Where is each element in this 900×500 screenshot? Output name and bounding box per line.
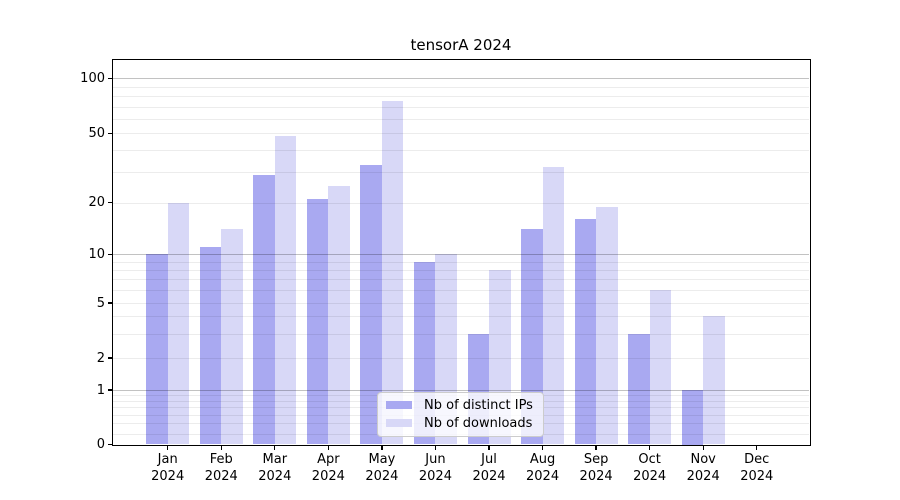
bar-aug-downloads [542,167,565,445]
x-tick-label-line: Jan [157,452,178,467]
y-tick-label: 5 [96,295,105,311]
y-tick-mark [107,132,112,134]
y-tick-label: 10 [88,246,105,262]
y-tick-mark [107,357,112,359]
x-tick-label: Apr 2024 [300,452,356,485]
x-tick-label-line: Apr [317,452,340,467]
x-tick-mark [434,445,437,450]
bar-apr-distinct-ips [306,199,329,445]
x-tick-label-line: 2024 [526,468,560,484]
bar-feb-downloads [221,229,243,445]
x-tick-label-line: 2024 [579,468,613,484]
x-tick-label: Aug 2024 [515,452,571,485]
y-tick-label: 20 [88,195,105,211]
y-tick-mark [107,302,112,304]
plot-area-frame [111,59,811,446]
x-tick-label-line: Oct [638,452,661,467]
x-tick-label-line: 2024 [740,468,774,484]
x-tick-label-line: Nov [690,452,716,467]
x-tick-mark [649,445,651,450]
x-tick-mark [702,445,704,450]
x-tick-label: Jul 2024 [461,452,517,485]
x-tick-label: Mar 2024 [247,452,303,485]
x-tick-mark [541,445,544,450]
bar-sep-distinct-ips [574,219,597,445]
x-tick-label-line: 2024 [633,468,667,484]
x-tick-label-line: Feb [209,452,233,467]
x-tick-label: Jun 2024 [407,452,463,485]
x-tick-label-line: 2024 [418,468,452,484]
y-tick-mark [107,443,112,446]
y-tick-mark [107,202,112,204]
x-tick-label: Nov 2024 [675,452,731,485]
x-tick-mark [381,445,383,450]
y-tick-label: 100 [80,70,105,86]
bar-feb-distinct-ips [199,247,222,445]
x-tick-label: Sep 2024 [568,452,624,485]
x-tick-label: May 2024 [354,452,410,485]
x-tick-mark [220,445,222,450]
legend-swatch-distinct-ips [386,400,412,410]
x-tick-label-line: May [368,452,396,467]
x-tick-label-line: 2024 [151,468,185,484]
x-tick-mark [327,445,329,450]
x-tick-label-line: Aug [529,452,556,467]
bar-mar-downloads [274,136,297,445]
x-tick-mark [756,445,758,450]
x-tick-label-line: Sep [583,452,609,467]
y-tick-mark [107,77,112,79]
x-tick-label-line: 2024 [204,468,238,484]
legend-item-downloads: Nb of downloads [386,416,534,431]
chart-title: tensorA 2024 [410,36,512,54]
x-tick-mark [274,445,276,450]
x-tick-label-line: Jul [481,452,497,467]
x-tick-label-line: 2024 [365,468,399,484]
y-tick-mark [107,389,112,391]
x-tick-label: Dec 2024 [729,452,785,485]
x-tick-label: Feb 2024 [193,452,249,485]
legend-label-downloads: Nb of downloads [424,415,533,431]
legend: Nb of distinct IPs Nb of downloads [377,391,544,437]
bar-may-downloads [381,101,404,445]
x-tick-label: Jan 2024 [140,452,196,485]
x-tick-label-line: Jun [425,452,446,467]
legend-item-distinct-ips: Nb of distinct IPs [386,398,534,413]
x-tick-label-line: 2024 [258,468,292,484]
bar-jan-downloads [167,202,190,445]
bar-aug-distinct-ips [521,229,543,445]
x-tick-label-line: 2024 [472,468,506,484]
x-tick-label-line: Mar [262,452,288,467]
bar-sep-downloads [596,206,618,445]
x-tick-label-line: 2024 [311,468,345,484]
x-tick-mark [595,445,597,450]
y-tick-label: 1 [96,382,105,398]
x-tick-mark [167,445,169,450]
legend-label-distinct-ips: Nb of distinct IPs [424,397,533,413]
x-tick-label: Oct 2024 [622,452,678,485]
bar-may-distinct-ips [360,164,382,445]
bar-mar-distinct-ips [253,174,275,445]
bar-apr-downloads [328,185,350,445]
bar-nov-downloads [703,316,725,445]
legend-swatch-downloads [386,418,412,428]
x-tick-label-line: 2024 [686,468,720,484]
x-tick-label-line: Dec [744,452,770,467]
bar-jan-distinct-ips [146,254,168,445]
bar-oct-distinct-ips [628,333,650,445]
bar-nov-distinct-ips [681,390,704,445]
y-tick-label: 0 [96,437,105,452]
x-tick-mark [488,445,490,450]
y-tick-mark [107,253,112,255]
y-tick-label: 2 [96,350,105,366]
bar-oct-downloads [649,290,672,445]
y-tick-label: 50 [88,125,105,141]
